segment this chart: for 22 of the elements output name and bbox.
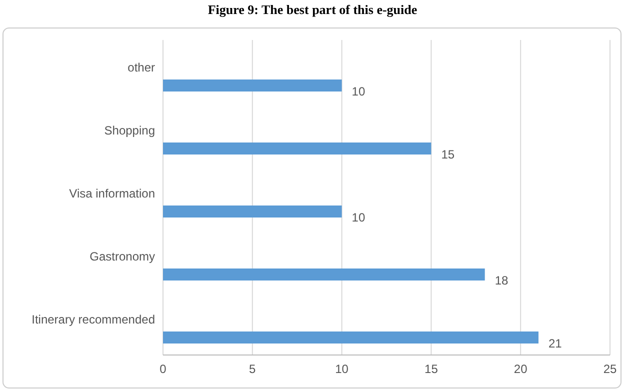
bar — [163, 206, 342, 218]
y-tick-label: Shopping — [104, 124, 155, 138]
x-tick-label: 25 — [603, 362, 617, 376]
x-tick-label: 15 — [424, 362, 438, 376]
data-label: 21 — [548, 336, 562, 350]
bar — [163, 268, 485, 280]
data-label: 10 — [352, 84, 366, 98]
bar — [163, 80, 342, 92]
y-tick-label: Itinerary recommended — [32, 312, 155, 326]
data-label: 18 — [494, 274, 509, 288]
x-tick-label: 10 — [335, 362, 349, 376]
data-label: 15 — [441, 148, 455, 162]
data-label: 10 — [352, 210, 366, 224]
x-tick-label: 0 — [160, 362, 167, 376]
y-tick-label: Gastronomy — [90, 250, 155, 264]
y-tick-label: other — [128, 60, 155, 74]
x-tick-label: 5 — [249, 362, 256, 376]
y-tick-label: Visa information — [69, 186, 155, 200]
x-tick-label: 20 — [514, 362, 528, 376]
bar — [163, 332, 538, 344]
chart-title: Figure 9: The best part of this e-guide — [208, 2, 418, 17]
bar — [163, 142, 432, 154]
